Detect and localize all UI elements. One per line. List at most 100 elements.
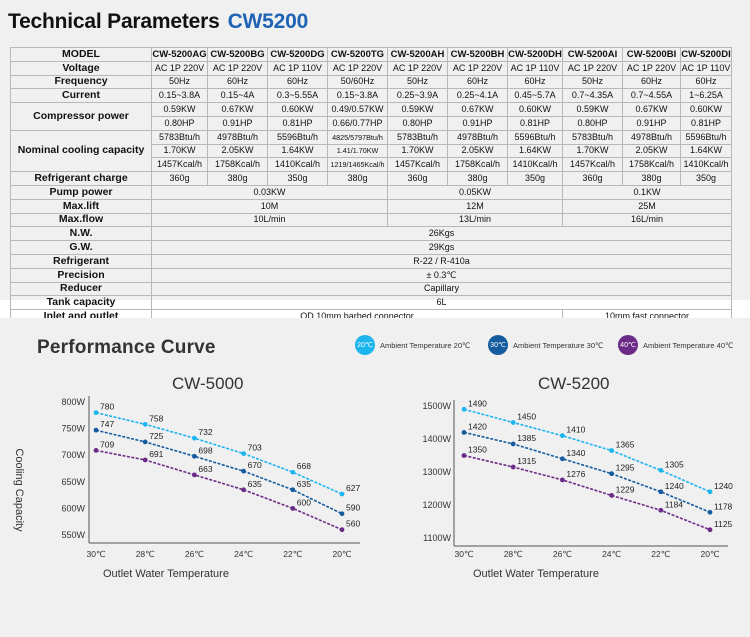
spec-row: Nominal cooling capacity 5783Btu/h 4978Btu…: [10, 129, 732, 173]
data-point: [93, 448, 99, 453]
chart-title-cw5200: CW-5200: [538, 374, 610, 393]
data-point: [609, 448, 614, 453]
spec-value: R-22 / R-410a: [151, 253, 732, 269]
spec-value: 350g: [507, 171, 563, 186]
spec-model-name: CW-5200AG: [151, 47, 208, 62]
data-point: [658, 467, 664, 473]
legend-badge-20: 20℃: [355, 335, 375, 355]
spec-value: 13L/min: [387, 212, 563, 228]
data-label: 1420: [468, 421, 487, 431]
data-label: 725: [149, 431, 163, 441]
spec-label-frequency: Frequency: [10, 74, 152, 90]
spec-value: 4978Btu/h: [447, 129, 508, 145]
data-label: 635: [297, 479, 311, 489]
spec-model-name: CW-5200BH: [447, 47, 508, 62]
legend-badge-30: 30℃: [488, 335, 508, 355]
spec-value: 60Hz: [267, 74, 328, 90]
data-point: [609, 493, 614, 498]
spec-label-tank_capacity: Tank capacity: [10, 295, 152, 311]
spec-value: 60Hz: [680, 74, 732, 90]
spec-model-name: CW-5200AH: [387, 47, 448, 62]
legend-label-30: Ambient Temperature 30℃: [513, 340, 604, 350]
spec-value: 0.60KW: [267, 102, 328, 117]
spec-value: 10M: [151, 198, 388, 214]
spec-table: MODEL CW-5200AG CW-5200BG CW-5200DG CW-5200T…: [10, 47, 732, 324]
data-label: 1490: [468, 398, 487, 408]
spec-value: AC 1P 220V: [327, 60, 388, 76]
spec-header-model: MODEL: [10, 47, 152, 62]
spec-row: Precision ± 0.3℃: [10, 267, 732, 283]
spec-value: 2.05KW: [622, 143, 681, 159]
spec-row: Frequency 50Hz 60Hz 60Hz 50/60Hz 50Hz 60Hz 60Hz…: [10, 74, 732, 90]
x-tick-label: 28℃: [136, 549, 155, 559]
spec-value: 1~6.25A: [680, 88, 732, 104]
data-point: [658, 489, 664, 495]
spec-value: 1.41/1.70KW: [327, 143, 388, 159]
data-point: [510, 441, 516, 447]
spec-value: 0.25~3.9A: [387, 88, 448, 104]
spec-value: 380g: [327, 171, 388, 186]
data-label: 1184: [665, 499, 684, 509]
spec-row: Current 0.15~3.8A 0.15~4A 0.3~5.55A 0.15~3.8…: [10, 88, 732, 104]
y-tick-label: 1200W: [422, 500, 451, 510]
data-point: [461, 453, 467, 458]
data-label: 627: [346, 483, 360, 493]
spec-value: AC 1P 110V: [267, 60, 328, 76]
data-label: 703: [248, 443, 262, 453]
spec-value: 360g: [562, 171, 623, 186]
spec-value: 350g: [680, 171, 732, 186]
spec-row: N.W. 26Kgs: [10, 226, 732, 242]
data-point: [339, 491, 345, 497]
spec-value: 0.67KW: [622, 102, 681, 117]
data-point: [290, 506, 296, 511]
spec-label-cooling-capacity: Nominal cooling capacity: [10, 129, 152, 173]
spec-row: Compressor power 0.59KW 0.67KW 0.60KW 0.49/0…: [10, 102, 732, 131]
x-axis-title-cw5000: Outlet Water Temperature: [103, 568, 229, 580]
data-label: 1178: [714, 501, 733, 511]
spec-value: 0.81HP: [680, 115, 732, 131]
data-point: [192, 435, 197, 441]
spec-value: 1.70KW: [151, 143, 208, 159]
data-label: 747: [100, 419, 114, 429]
spec-title: Technical Parameters CW5200: [8, 10, 308, 34]
data-label: 1350: [468, 445, 487, 455]
spec-value: 360g: [387, 171, 448, 186]
data-label: 668: [297, 461, 311, 471]
technical-parameters-section: Technical Parameters CW5200 MODEL CW-5200A…: [0, 0, 750, 324]
y-tick-label: 800W: [61, 397, 85, 407]
spec-value: AC 1P 220V: [207, 60, 268, 76]
data-label: 1125: [714, 519, 733, 529]
y-tick-label: 1100W: [423, 533, 451, 543]
x-tick-label: 22℃: [283, 549, 302, 559]
spec-value: 1457Kcal/h: [562, 157, 623, 173]
spec-label-voltage: Voltage: [10, 60, 152, 76]
spec-value: 5783Btu/h: [562, 129, 623, 145]
spec-value: 0.60KW: [507, 102, 563, 117]
spec-row: Max.lift 10M 12M 25M: [10, 198, 732, 214]
x-tick-label: 24℃: [602, 549, 621, 559]
x-axis-title-cw5200: Outlet Water Temperature: [473, 568, 599, 580]
spec-value: 12M: [387, 198, 563, 214]
data-label: 732: [198, 427, 212, 437]
spec-value: 4978Btu/h: [207, 129, 268, 145]
series-line: [95, 449, 343, 531]
x-tick-label: 24℃: [234, 549, 253, 559]
data-label: 1295: [616, 463, 635, 473]
spec-label-refrigerant: Refrigerant: [10, 253, 152, 269]
data-label: 590: [346, 503, 360, 513]
spec-value: 50/60Hz: [327, 74, 388, 90]
spec-label-reducer: Reducer: [10, 281, 152, 297]
data-label: 1365: [616, 440, 635, 450]
data-point: [560, 477, 565, 483]
legend-item-30: 30℃ Ambient Temperature 30℃: [488, 335, 603, 355]
data-label: 691: [149, 449, 163, 459]
spec-value: 29Kgs: [151, 240, 732, 255]
spec-model: CW5200: [227, 10, 309, 33]
spec-value: 1758Kcal/h: [622, 157, 681, 173]
data-label: 1340: [566, 448, 585, 458]
spec-value: 60Hz: [207, 74, 268, 90]
spec-value: 0.59KW: [562, 102, 623, 117]
spec-label-refrigerant-charge: Refrigerant charge: [10, 171, 152, 186]
data-label: 1305: [665, 459, 684, 469]
